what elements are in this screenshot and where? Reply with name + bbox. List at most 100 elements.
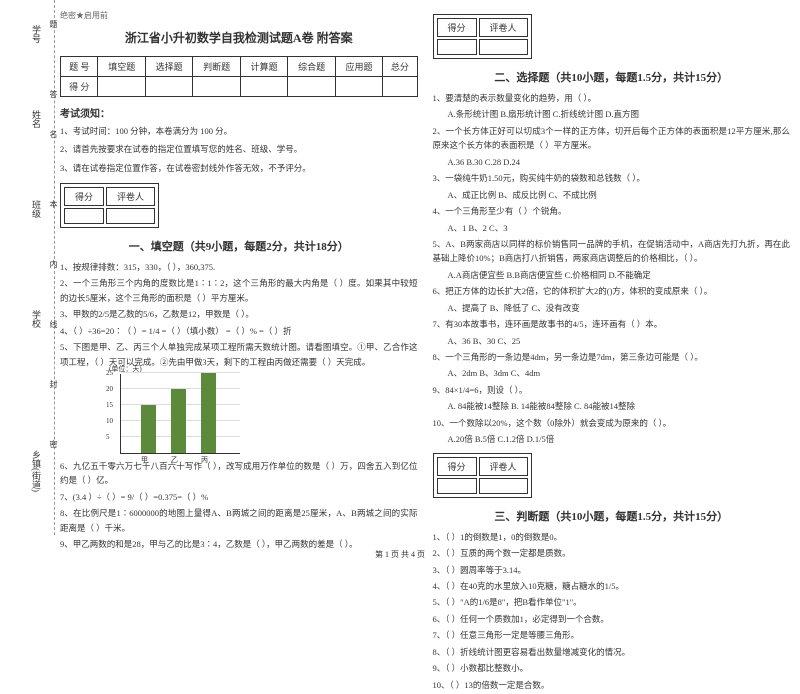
margin-label-class: 班级: [30, 200, 43, 218]
hdr-c0: 题 号: [61, 57, 98, 77]
vert-mi: 密: [48, 440, 59, 451]
margin-label-id: 学号: [30, 25, 43, 43]
hdr-c1: 填空题: [98, 57, 145, 77]
chart-xlabel: 甲: [141, 455, 148, 465]
right-column: 得分评卷人 二、选择题（共10小题，每题1.5分，共计15分） 1、要清楚的表示…: [433, 10, 791, 694]
vert-feng: 封: [48, 380, 59, 391]
chart-xlabel: 乙: [171, 455, 178, 465]
choice-opts: A、1 B、2 C、3: [433, 221, 791, 235]
fill-q3: 3、甲数的2/5是乙数的5/6，乙数是12，甲数是（ ）。: [60, 307, 418, 321]
yt-10: 10: [106, 417, 113, 425]
choice-questions: 1、要清楚的表示数量变化的趋势，用（ ）。 A.条形统计图 B.扇形统计图 C.折…: [433, 91, 791, 447]
hdr-b6[interactable]: [335, 77, 382, 97]
choice-opts: A、成正比例 B、成反比例 C、不成比例: [433, 188, 791, 202]
margin-label-town: 乡镇(街道): [30, 450, 43, 492]
choice-q: 3、一袋纯牛奶1.50元，购买纯牛奶的袋数和总钱数（ ）。: [433, 171, 791, 185]
grid-line: [121, 372, 240, 373]
hdr-b2[interactable]: [145, 77, 192, 97]
margin-label-school: 学校: [30, 310, 43, 328]
margin-label-name: 姓名: [30, 110, 43, 128]
judge-q: 6、（ ）任何一个质数加1，必定得到一个合数。: [433, 612, 791, 626]
vert-ming: 名: [48, 130, 59, 141]
hdr-b3[interactable]: [193, 77, 240, 97]
sb-b2[interactable]: [106, 208, 155, 224]
hdr-c2: 选择题: [145, 57, 192, 77]
section-score-box-3: 得分评卷人: [433, 453, 532, 498]
sb2-marker: 评卷人: [479, 18, 528, 37]
section-2-title: 二、选择题（共10小题，每题1.5分，共计15分）: [433, 69, 791, 85]
section-3-title: 三、判断题（共10小题，每题1.5分，共计15分）: [433, 508, 791, 524]
hdr-c4: 计算题: [240, 57, 287, 77]
notice-2: 2、请首先按要求在试卷的指定位置填写您的姓名、班级、学号。: [60, 142, 418, 157]
choice-opts: A.A商店便宜些 B.B商店便宜些 C.价格相同 D.不能确定: [433, 268, 791, 282]
sb3-b2[interactable]: [479, 478, 528, 494]
choice-q: 2、一个长方体正好可以切成3个一样的正方体，切开后每个正方体的表面积是12平方厘…: [433, 124, 791, 153]
choice-opts: A.20倍 B.5倍 C.1.2倍 D.1/5倍: [433, 432, 791, 446]
fill-q6: 6、九亿五千零六万七千八百六十写作（ ），改写成用万作单位的数是（ ）万，四舍五…: [60, 459, 418, 488]
notice-heading: 考试须知：: [60, 105, 418, 120]
chart-bar: [201, 373, 216, 453]
vert-ti: 题: [48, 20, 59, 31]
judge-q: 4、（ ）在40克的水里放入10克糖，糖占糖水的1/5。: [433, 579, 791, 593]
yt-15: 15: [106, 401, 113, 409]
section-score-box-1: 得分评卷人: [60, 183, 159, 228]
sb2-score: 得分: [437, 18, 477, 37]
choice-q: 9、84×1/4=6，则设（ ）。: [433, 383, 791, 397]
choice-opts: A. 84能被14整除 B. 14能被84整除 C. 84能被14整除: [433, 399, 791, 413]
hdr-c5: 综合题: [288, 57, 335, 77]
sb-b1[interactable]: [64, 208, 104, 224]
judge-q: 8、（ ）折线统计图更容易看出数量增减变化的情况。: [433, 645, 791, 659]
choice-opts: A、提高了 B、降低了 C、没有改变: [433, 301, 791, 315]
choice-q: 10、一个数除以20%，这个数（0除外）就会变成为原来的（ ）。: [433, 416, 791, 430]
fill-q4: 4、（ ）÷36=20∶（ ）= 1/4 =（ ）（填小数） =（ ）% =（ …: [60, 324, 418, 338]
sb3-b1[interactable]: [437, 478, 477, 494]
hdr-c6: 应用题: [335, 57, 382, 77]
choice-q: 5、A、B两家商店以同样的标价销售同一品牌的手机，在促销活动中，A商店先打九折，…: [433, 237, 791, 266]
judge-q: 10、（ ）13的倍数一定是合数。: [433, 678, 791, 692]
secret-label: 绝密★启用前: [60, 10, 418, 21]
hdr-b1[interactable]: [98, 77, 145, 97]
hdr-b4[interactable]: [240, 77, 287, 97]
hdr-b7[interactable]: [383, 77, 417, 97]
exam-title: 浙江省小升初数学自我检测试题A卷 附答案: [60, 29, 418, 46]
page-content: 绝密★启用前 浙江省小升初数学自我检测试题A卷 附答案 题 号 填空题 选择题 …: [60, 10, 790, 694]
fill-q2: 2、一个三角形三个内角的度数比是1∶1∶2，这个三角形的最大内角是（ ）度。如果…: [60, 276, 418, 305]
hdr-b5[interactable]: [288, 77, 335, 97]
yt-20: 20: [106, 385, 113, 393]
sb2-b1[interactable]: [437, 39, 477, 55]
choice-q: 4、一个三角形至少有（ ）个锐角。: [433, 204, 791, 218]
choice-opts: A.36 B.30 C.28 D.24: [433, 155, 791, 169]
score-header-table: 题 号 填空题 选择题 判断题 计算题 综合题 应用题 总分 得 分: [60, 56, 418, 97]
judge-q: 1、（ ）1的倒数是1，0的倒数是0。: [433, 530, 791, 544]
vert-da: 答: [48, 90, 59, 101]
choice-opts: A、2dm B、3dm C、4dm: [433, 366, 791, 380]
choice-q: 8、一个三角形的一条边是4dm，另一条边是7dm，第三条边可能是（ ）。: [433, 350, 791, 364]
yt-25: 25: [106, 369, 113, 377]
judge-q: 7、（ ）任意三角形一定是等腰三角形。: [433, 628, 791, 642]
left-column: 绝密★启用前 浙江省小升初数学自我检测试题A卷 附答案 题 号 填空题 选择题 …: [60, 10, 418, 694]
choice-opts: A、36 B、30 C、25: [433, 334, 791, 348]
sb-score: 得分: [64, 187, 104, 206]
judge-q: 5、（ ）"A的1/6是8"，把B看作单位"1"。: [433, 595, 791, 609]
sb2-b2[interactable]: [479, 39, 528, 55]
chart-bar: [141, 405, 156, 453]
fill-q8: 8、在比例尺是1∶6000000的地图上量得A、B两城之间的距离是25厘米，A、…: [60, 506, 418, 535]
sb-marker: 评卷人: [106, 187, 155, 206]
hdr-c7: 总分: [383, 57, 417, 77]
chart-xlabel: 丙: [201, 455, 208, 465]
hdr-score: 得 分: [61, 77, 98, 97]
choice-opts: A.条形统计图 B.扇形统计图 C.折线统计图 D.直方图: [433, 107, 791, 121]
fill-q7: 7、(3.4 ）÷（ ）= 9/（ ）=0.375=（ ）%: [60, 490, 418, 504]
choice-q: 6、把正方体的边长扩大2倍，它的体积扩大2的()方，体积的变成原来（ ）。: [433, 284, 791, 298]
section-1-title: 一、填空题（共9小题，每题2分，共计18分）: [60, 238, 418, 254]
fill-q1: 1、按规律排数：315，330，（ ），360,375.: [60, 260, 418, 274]
notice-3: 3、请在试卷指定位置作答，在试卷密封线外作答无效，不予评分。: [60, 161, 418, 176]
yt-5: 5: [106, 433, 110, 441]
page-footer: 第 1 页 共 4 页: [0, 549, 800, 560]
binding-margin: 学号 姓名 班级 学校 乡镇(街道) 题 答 名 本 内 线 封 密: [0, 0, 55, 535]
vert-ben: 本: [48, 200, 59, 211]
sb3-marker: 评卷人: [479, 457, 528, 476]
choice-q: 1、要清楚的表示数量变化的趋势，用（ ）。: [433, 91, 791, 105]
vert-xian: 线: [48, 320, 59, 331]
vert-nei: 内: [48, 260, 59, 271]
